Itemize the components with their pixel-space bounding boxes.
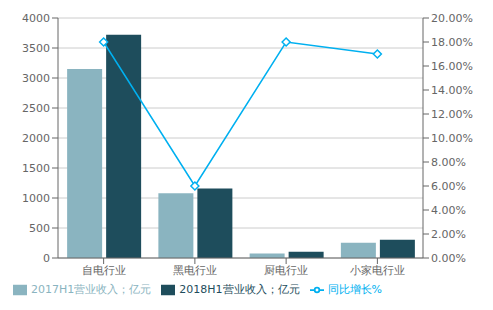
svg-text:2000: 2000 [22, 132, 50, 145]
svg-text:2.00%: 2.00% [431, 228, 466, 241]
svg-text:14.00%: 14.00% [431, 84, 473, 97]
svg-text:10.00%: 10.00% [431, 132, 473, 145]
svg-text:12.00%: 12.00% [431, 108, 473, 121]
svg-text:6.00%: 6.00% [431, 180, 466, 193]
svg-text:3000: 3000 [22, 72, 50, 85]
html-text:2017H1营业收入；亿元: 2017H1营业收入；亿元 [31, 283, 152, 296]
svg-text:2500: 2500 [22, 102, 50, 115]
svg-text:黑电行业: 黑电行业 [173, 264, 217, 277]
html-text:同比增长%: 同比增长% [327, 283, 382, 296]
svg-text:厨电行业: 厨电行业 [264, 264, 308, 277]
svg-text:18.00%: 18.00% [431, 36, 473, 49]
svg-text:16.00%: 16.00% [431, 60, 473, 73]
svg-text:20.00%: 20.00% [431, 12, 473, 25]
svg-text:小家电行业: 小家电行业 [350, 264, 405, 277]
svg-text:自电行业: 自电行业 [82, 264, 126, 277]
svg-text:4.00%: 4.00% [431, 204, 466, 217]
svg-text:8.00%: 8.00% [431, 156, 466, 169]
svg-text:1500: 1500 [22, 162, 50, 175]
svg-text:0.00%: 0.00% [431, 252, 466, 265]
html-text:2018H1营业收入；亿元: 2018H1营业收入；亿元 [179, 283, 300, 296]
svg-text:1000: 1000 [22, 192, 50, 205]
svg-text:3500: 3500 [22, 42, 50, 55]
svg-text:0: 0 [43, 252, 50, 265]
svg-text:500: 500 [29, 222, 50, 235]
svg-text:4000: 4000 [22, 12, 50, 25]
